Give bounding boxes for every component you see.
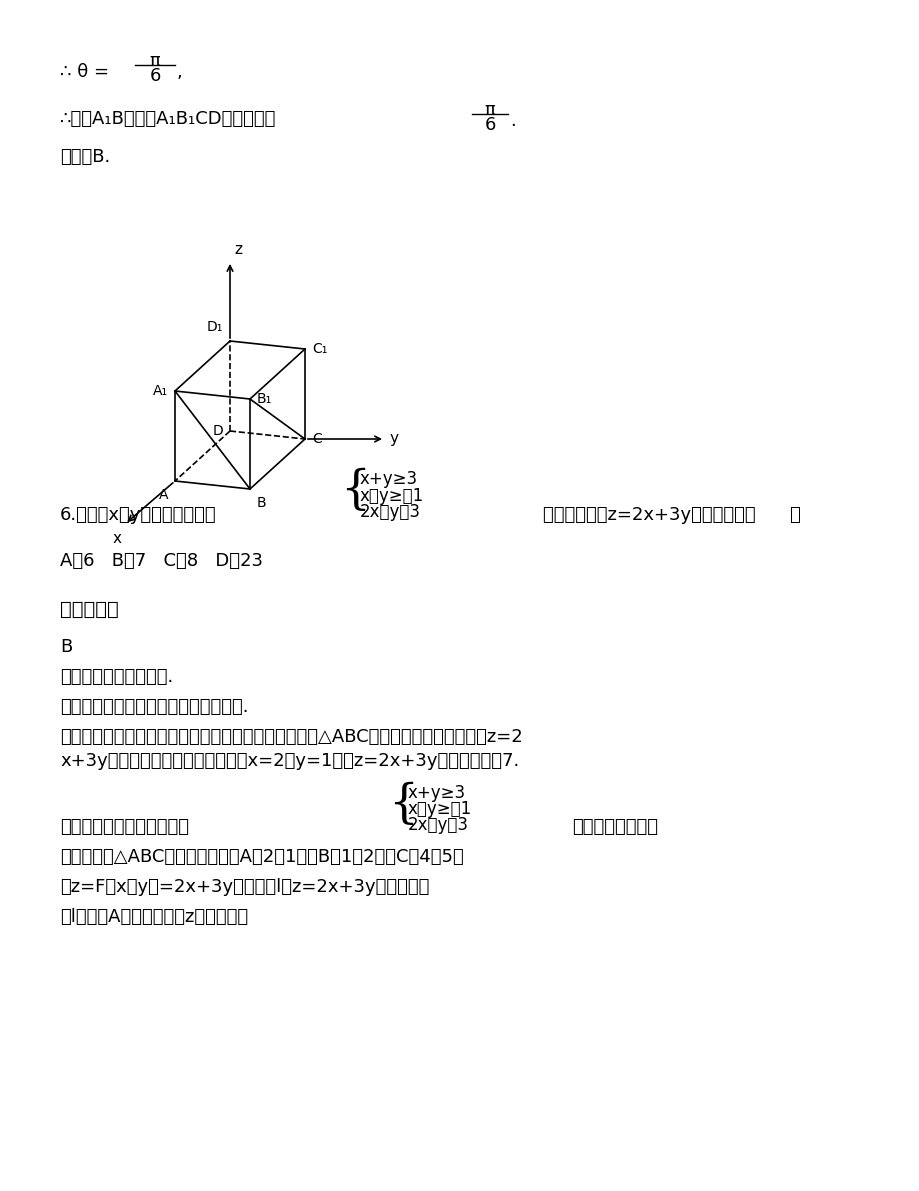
Text: x+y≥3: x+y≥3 [407,784,466,802]
Text: .: . [509,112,516,130]
Text: 当l经过点A时，目标函数z达到最小值: 当l经过点A时，目标函数z达到最小值 [60,908,248,925]
Text: π: π [484,101,494,119]
Text: C: C [312,432,322,445]
Text: 【分析】作出题中不等式组表示的平面区域，得如图的△ABC及其内部，再将目标函数z=2: 【分析】作出题中不等式组表示的平面区域，得如图的△ABC及其内部，再将目标函数z… [60,728,522,746]
Text: B₁: B₁ [256,392,272,406]
Text: 故选：B.: 故选：B. [60,148,110,166]
Text: ,: , [176,63,183,81]
Text: 【考点】简单线性规划.: 【考点】简单线性规划. [60,668,173,686]
Text: x－y≥－1: x－y≥－1 [359,487,424,505]
Text: z: z [233,242,242,257]
Text: ∴直线A₁B和平面A₁B₁CD所成的角为: ∴直线A₁B和平面A₁B₁CD所成的角为 [60,110,276,127]
Text: 2x－y＜3: 2x－y＜3 [407,816,469,834]
Text: D₁: D₁ [207,320,222,333]
Text: 6: 6 [483,116,495,135]
Text: B: B [60,638,73,656]
Text: 设z=F（x，y）=2x+3y，将直线l：z=2x+3y进行平移，: 设z=F（x，y）=2x+3y，将直线l：z=2x+3y进行平移， [60,878,429,896]
Text: 2x－y＜3: 2x－y＜3 [359,503,421,520]
Text: x－y≥－1: x－y≥－1 [407,800,471,818]
Text: ．则目标函数z=2x+3y的最小值为（      ）: ．则目标函数z=2x+3y的最小值为（ ） [542,506,800,524]
Text: x+y≥3: x+y≥3 [359,470,417,488]
Text: 得到如图的△ABC及其内部，其中A（2，1），B（1，2），C（4，5）: 得到如图的△ABC及其内部，其中A（2，1），B（1，2），C（4，5） [60,848,463,866]
Text: x+3y对应的直线进行平移，可得当x=2，y=1时，z=2x+3y取得最小值为7.: x+3y对应的直线进行平移，可得当x=2，y=1时，z=2x+3y取得最小值为7… [60,752,518,771]
Text: A: A [158,488,168,501]
Text: 【专题】计算题；不等式的解法及应用.: 【专题】计算题；不等式的解法及应用. [60,698,248,716]
Text: 6.设变量x，y满足约束条件：: 6.设变量x，y满足约束条件： [60,506,216,524]
Text: {: { [388,782,417,828]
Text: ∴ θ =: ∴ θ = [60,63,108,81]
Text: 6: 6 [149,67,161,85]
Text: {: { [340,468,369,513]
Text: C₁: C₁ [312,342,327,356]
Text: 【解答】解：作出不等式组: 【解答】解：作出不等式组 [60,818,188,836]
Text: B: B [256,495,267,510]
Text: D: D [212,424,222,438]
Text: 表示的平面区域，: 表示的平面区域， [572,818,657,836]
Text: A．6   B．7   C．8   D．23: A．6 B．7 C．8 D．23 [60,551,263,570]
Text: x: x [112,531,121,545]
Text: A₁: A₁ [153,384,168,398]
Text: π: π [150,52,160,70]
Text: 参考答案：: 参考答案： [60,600,119,619]
Text: y: y [390,431,399,447]
